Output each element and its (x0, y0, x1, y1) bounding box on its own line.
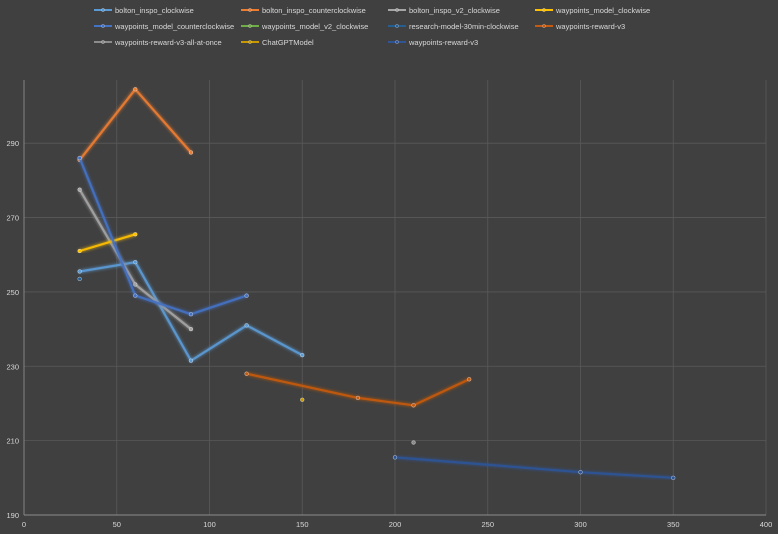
legend-label: waypoints-reward-v3-all-at-once (114, 38, 222, 47)
legend-marker (101, 24, 105, 28)
data-point (133, 260, 138, 265)
x-tick-label: 350 (667, 520, 680, 529)
legend-marker (395, 40, 399, 44)
data-point (77, 248, 82, 254)
series-line (78, 261, 304, 362)
data-point (467, 377, 472, 382)
data-point (411, 403, 416, 408)
legend-item: waypoints_model_clockwise (535, 6, 650, 15)
series-0 (77, 260, 305, 363)
legend: bolton_inspo_clockwise bolton_inspo_count… (94, 6, 650, 47)
data-point (188, 150, 194, 155)
y-tick-label: 270 (6, 214, 19, 223)
series-lines (77, 87, 676, 480)
data-point (77, 155, 82, 161)
y-tick-label: 290 (6, 139, 19, 148)
data-point (77, 187, 82, 192)
legend-label: waypoints_model_counterclockwise (114, 22, 234, 31)
legend-marker (101, 40, 105, 44)
legend-item: ChatGPTModel (241, 38, 314, 47)
data-point (133, 293, 138, 298)
series-2 (77, 187, 194, 332)
series-9 (300, 397, 305, 402)
legend-marker (395, 24, 399, 28)
series-4 (77, 155, 249, 317)
series-6 (77, 276, 82, 282)
x-tick-label: 250 (481, 520, 494, 529)
data-point (355, 395, 360, 400)
legend-label: bolton_inspo_counterclockwise (262, 6, 366, 15)
legend-label: bolton_inspo_clockwise (115, 6, 194, 15)
legend-label: waypoints-reward-v3 (555, 22, 625, 31)
x-tick-label: 100 (203, 520, 216, 529)
legend-label: research-model-30min-clockwise (409, 22, 519, 31)
legend-label: bolton_inspo_v2_clockwise (409, 6, 500, 15)
data-point (188, 327, 194, 332)
data-point (188, 358, 194, 363)
legend-item: waypoints-reward-v3 (535, 22, 625, 31)
series-line (393, 456, 675, 479)
x-tick-label: 0 (22, 520, 26, 529)
series-1 (77, 87, 194, 163)
series-line (245, 372, 471, 407)
data-point (244, 323, 249, 328)
legend-label: ChatGPTModel (262, 38, 314, 47)
series-10 (392, 455, 676, 480)
legend-label: waypoints-reward-v3 (408, 38, 478, 47)
axes: 0 50 100 150 200 250 300 350 400 190 210 230 250 270 2… (6, 80, 772, 529)
series-line (78, 88, 193, 161)
legend-item: research-model-30min-clockwise (388, 22, 519, 31)
series-8 (411, 440, 416, 445)
legend-marker (248, 24, 252, 28)
legend-item: waypoints-reward-v3-all-at-once (94, 38, 222, 47)
legend-marker (248, 8, 252, 12)
data-point (411, 440, 416, 445)
data-point (133, 282, 138, 287)
legend-item: waypoints_model_counterclockwise (94, 22, 234, 31)
series-3 (77, 232, 138, 254)
data-point (244, 371, 249, 376)
legend-marker (101, 8, 105, 12)
legend-marker (248, 40, 252, 44)
data-point (578, 470, 583, 475)
y-tick-label: 230 (6, 362, 19, 371)
legend-item: bolton_inspo_clockwise (94, 6, 194, 15)
legend-marker (542, 8, 546, 12)
legend-item: bolton_inspo_counterclockwise (241, 6, 366, 15)
y-tick-label: 190 (6, 511, 19, 520)
x-tick-label: 400 (760, 520, 773, 529)
data-point (77, 276, 82, 282)
x-tick-label: 150 (296, 520, 309, 529)
legend-label: waypoints_model_v2_clockwise (261, 22, 368, 31)
legend-marker (542, 24, 546, 28)
series-line (78, 157, 248, 316)
data-point (244, 293, 249, 298)
series-line (78, 233, 137, 253)
legend-item: bolton_inspo_v2_clockwise (388, 6, 500, 15)
x-tick-label: 200 (389, 520, 402, 529)
data-point (300, 353, 305, 358)
series-7 (244, 371, 472, 408)
y-tick-label: 210 (6, 437, 19, 446)
data-point (133, 232, 138, 237)
y-tick-label: 250 (6, 288, 19, 297)
gridlines (24, 80, 767, 515)
legend-label: waypoints_model_clockwise (555, 6, 650, 15)
data-point (300, 397, 305, 402)
x-tick-label: 50 (113, 520, 121, 529)
x-tick-label: 300 (574, 520, 587, 529)
data-point (188, 312, 194, 317)
data-point (133, 87, 138, 92)
data-point (671, 475, 676, 480)
legend-marker (395, 8, 399, 12)
legend-item: waypoints-reward-v3 (388, 38, 478, 47)
legend-item: waypoints_model_v2_clockwise (241, 22, 368, 31)
data-point (77, 269, 82, 274)
data-point (392, 455, 398, 460)
